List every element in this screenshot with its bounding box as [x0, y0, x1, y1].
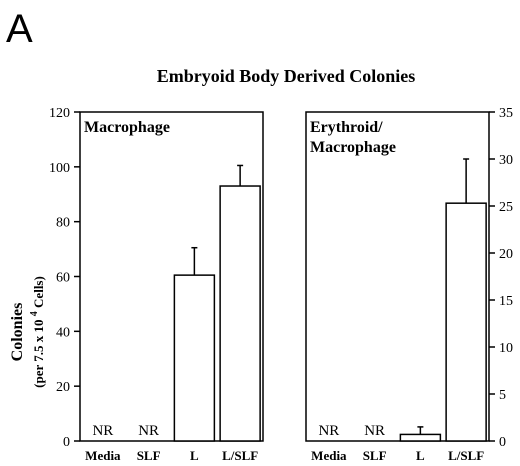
chart-title: Embryoid Body Derived Colonies — [157, 66, 416, 86]
bar-label: NR — [138, 423, 159, 439]
y-axis-label-sub-exp: 4 — [29, 311, 40, 316]
x-tick-label: Media — [85, 448, 121, 463]
y-tick-label: 80 — [56, 216, 70, 231]
y-tick-label: 15 — [499, 294, 513, 309]
x-tick-label: Media — [311, 448, 347, 463]
y-tick-label: 0 — [499, 435, 506, 450]
x-tick-label: SLF — [363, 448, 387, 463]
panel-label-line-1: Macrophage — [310, 139, 396, 156]
y-tick-label: 20 — [56, 380, 70, 395]
y-tick-label: 5 — [499, 388, 506, 403]
x-tick-label: SLF — [137, 448, 161, 463]
panel-label-line-0: Erythroid/ — [310, 119, 383, 136]
bar-label: NR — [92, 423, 113, 439]
bar-label: NR — [318, 423, 339, 439]
y-tick-label: 25 — [499, 200, 513, 215]
bar — [445, 202, 487, 442]
x-tick-label: L — [416, 448, 425, 463]
y-tick-label: 60 — [56, 271, 70, 286]
macrophage-panel: Macrophage 0 20 40 60 80 100 120 Media NR SLF NR L L/… — [49, 106, 264, 463]
bar — [219, 185, 261, 442]
panel-letter: A — [6, 7, 33, 51]
y-tick-label: 40 — [56, 325, 70, 340]
panel-frame — [305, 111, 490, 442]
y-tick-label: 20 — [499, 247, 513, 262]
y-axis-label-main: Colonies — [9, 303, 26, 362]
bar — [173, 274, 216, 442]
bar-label: NR — [364, 423, 385, 439]
y-axis-label-sub-suffix: Cells) — [31, 276, 46, 308]
x-tick-label: L/SLF — [448, 448, 484, 463]
y-tick-label: 35 — [499, 106, 513, 121]
y-tick-label: 0 — [63, 435, 70, 450]
y-tick-label: 100 — [49, 161, 70, 176]
panel-label-line-0: Macrophage — [84, 119, 170, 136]
x-tick-label: L/SLF — [222, 448, 258, 463]
y-axis-label-sub-prefix: (per 7.5 x 10 — [31, 319, 46, 387]
y-axis-label-sub: (per 7.5 x 10 4 Cells) — [25, 276, 46, 388]
bar — [399, 433, 442, 442]
y-tick-label: 120 — [49, 106, 70, 121]
y-axis-title: Colonies (per 7.5 x 10 4 Cells) — [9, 276, 46, 388]
erythroid-macrophage-panel: Erythroid/Macrophage 0 5 10 15 20 25 30 35 Media N… — [305, 106, 513, 463]
y-tick-label: 10 — [499, 341, 513, 356]
x-tick-label: L — [190, 448, 199, 463]
y-tick-label: 30 — [499, 153, 513, 168]
